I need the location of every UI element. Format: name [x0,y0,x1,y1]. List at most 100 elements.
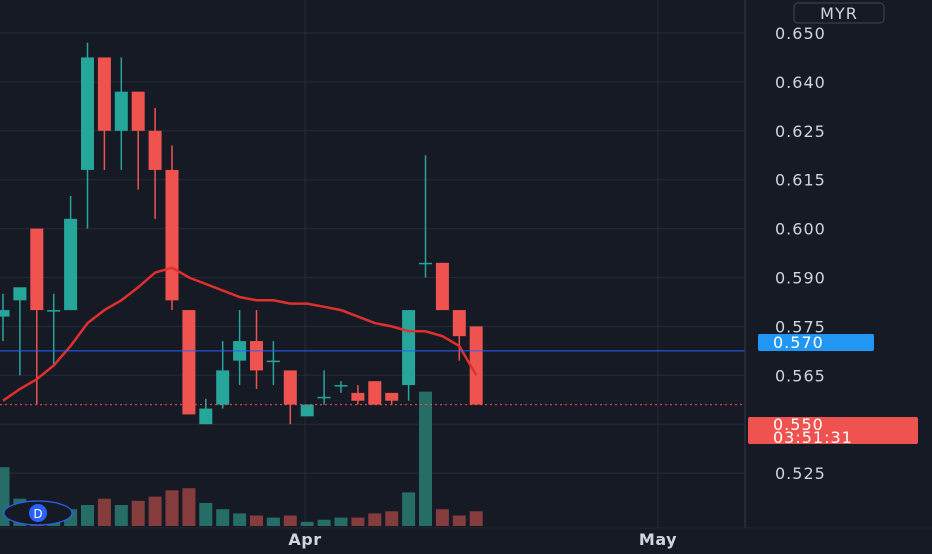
candle-body [283,370,297,405]
candle [97,57,111,170]
volume-bar [334,517,348,526]
volume-bar [81,505,94,526]
candle-body [351,392,365,401]
candle [165,145,179,311]
candle-body [64,218,78,311]
volume-bar [233,513,247,526]
candle [64,196,78,311]
candle-body [266,360,280,363]
candle [266,341,280,386]
volume-bar [351,517,365,526]
volume-bar [216,509,230,526]
volume-bar [435,509,449,526]
countdown-label: 03:51:31 [773,428,853,447]
x-tick-label: Apr [288,530,321,549]
candle [452,310,466,361]
candle [114,57,128,170]
candle-body [47,310,61,312]
candle [300,404,314,417]
candle-body [131,91,145,131]
interval-badge-dot [29,504,47,522]
candle [469,326,483,405]
y-tick-label: 0.625 [775,122,826,141]
volume-bar [385,511,399,526]
time-axis[interactable]: Apr May [288,530,677,549]
volume-bar [419,391,432,526]
crosshair-price-badge: 0.570 [758,333,874,352]
candle [351,385,365,405]
candle [435,262,449,311]
candle [317,370,331,405]
candle-body [452,310,466,337]
candle [216,341,230,409]
candle-body [0,310,10,317]
currency-label: MYR [820,4,858,23]
candle-body [13,287,27,301]
volume-bar [368,513,382,526]
candle-body [182,310,196,415]
candle-body [148,130,162,170]
last-price-badge: 0.550 03:51:31 [748,415,918,447]
candle [81,42,94,229]
candle [148,107,162,219]
x-tick-label: May [639,530,677,549]
volume-bars [0,391,483,526]
volume-bar [199,502,213,526]
candle [334,381,348,393]
volume-bar [97,498,111,526]
y-tick-label: 0.565 [775,366,826,385]
y-tick-label: 0.575 [775,317,826,336]
candle-body [435,262,449,311]
volume-bar [165,490,179,526]
crosshair-price-label: 0.570 [773,333,824,352]
candle [385,392,399,405]
interval-badge[interactable]: D [3,500,73,526]
volume-bar [266,517,280,526]
volume-bar [317,519,331,526]
candle [402,310,416,401]
candle [13,287,27,376]
y-tick-label: 0.590 [775,269,826,288]
volume-bar [452,515,466,526]
y-tick-label: 0.615 [775,171,826,190]
y-tick-label: 0.650 [775,24,826,43]
candle [131,91,145,190]
candle-body [368,381,382,405]
volume-bar [148,496,162,526]
candle-body [317,396,331,399]
volume-bar [182,488,196,526]
candle [30,228,44,405]
candle-body [250,341,263,371]
candle [419,155,432,278]
y-tick-label: 0.600 [775,220,826,239]
price-axis[interactable]: 0.650 0.640 0.625 0.615 0.600 0.590 0.575 0.565… [775,24,826,483]
volume-bar [402,492,416,526]
candle-body [30,228,44,311]
y-tick-label: 0.640 [775,73,826,92]
candle [368,381,382,405]
candle-body [165,169,179,301]
candle-body [334,385,348,387]
candle-body [469,326,483,405]
candle [199,398,213,425]
candle [47,293,61,366]
interval-label: D [33,507,42,521]
candle-body [97,57,111,131]
candle-body [199,408,213,425]
volume-bar [283,515,297,526]
candle-body [402,310,416,386]
volume-bar [469,511,483,526]
candle [250,310,263,389]
moving-average-line [2,266,478,402]
candle-body [385,392,399,401]
volume-bar [300,521,314,526]
candle [283,370,297,425]
currency-badge[interactable]: MYR [793,2,885,24]
volume-bar [250,515,263,526]
y-tick-label: 0.525 [775,464,826,483]
last-price-label: 0.550 [773,415,824,434]
candle-body [114,91,128,131]
